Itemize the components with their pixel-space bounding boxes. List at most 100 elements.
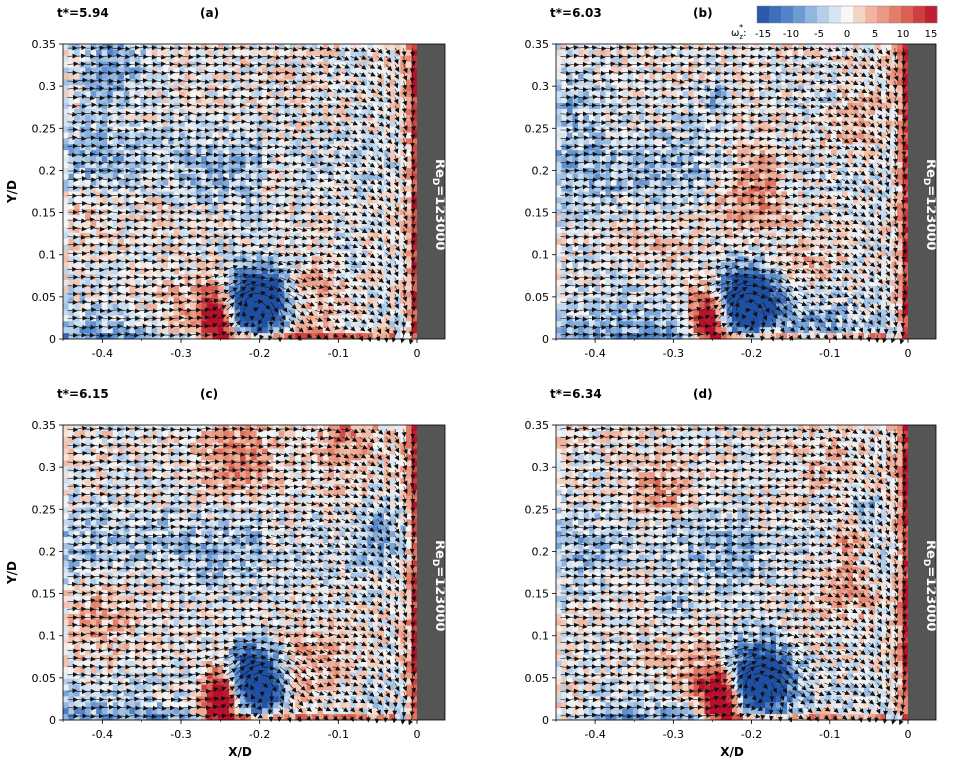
vorticity-cell	[168, 67, 175, 74]
y-tick-label: 0.35	[32, 38, 57, 51]
vorticity-cell	[405, 73, 412, 80]
vorticity-cell	[300, 185, 307, 192]
vorticity-cell	[228, 144, 235, 151]
vorticity-cell	[367, 244, 374, 251]
vorticity-cell	[184, 103, 191, 110]
vorticity-cell	[372, 309, 379, 316]
vorticity-cell	[273, 73, 280, 80]
vorticity-cell	[145, 285, 152, 293]
vorticity-cell	[339, 244, 346, 251]
vorticity-cell	[212, 262, 219, 269]
colorbar-swatch	[889, 6, 902, 23]
vorticity-cell	[328, 315, 335, 322]
vorticity-cell	[273, 309, 280, 316]
vorticity-cell	[68, 61, 75, 69]
vorticity-cell	[79, 114, 86, 122]
vorticity-cell	[168, 97, 175, 104]
vorticity-cell	[361, 297, 368, 305]
vorticity-cell	[190, 44, 197, 51]
vorticity-cell	[334, 285, 341, 293]
vorticity-cell	[151, 156, 158, 163]
vorticity-cell	[129, 144, 136, 151]
vorticity-cell	[633, 49, 639, 57]
vorticity-cell	[389, 132, 396, 139]
vorticity-cell	[112, 226, 119, 234]
vorticity-cell	[118, 126, 125, 133]
vorticity-cell	[234, 197, 241, 204]
vorticity-cell	[383, 203, 390, 210]
vorticity-cell	[184, 238, 191, 246]
vorticity-cell	[129, 108, 136, 116]
vorticity-cell	[891, 61, 898, 69]
vorticity-cell	[311, 250, 318, 257]
vorticity-cell	[306, 156, 313, 163]
vorticity-cell	[317, 91, 324, 98]
vorticity-cell	[339, 73, 346, 80]
vorticity-cell	[322, 315, 329, 322]
vorticity-cell	[334, 238, 341, 246]
vorticity-cell	[223, 73, 230, 80]
vorticity-cell	[345, 291, 352, 299]
vorticity-cell	[96, 150, 103, 157]
vorticity-cell	[278, 226, 285, 234]
vorticity-cell	[405, 327, 412, 334]
vorticity-cell	[90, 280, 97, 287]
vorticity-cell	[68, 97, 75, 104]
vorticity-cell	[405, 215, 412, 222]
vorticity-cell	[328, 203, 335, 210]
vorticity-cell	[184, 185, 191, 192]
vorticity-cell	[655, 49, 661, 57]
vorticity-cell	[367, 173, 374, 181]
vorticity-cell	[195, 256, 202, 263]
vorticity-cell	[400, 274, 407, 281]
vorticity-cell	[201, 44, 208, 51]
vorticity-cell	[223, 280, 230, 287]
vorticity-cell	[256, 274, 263, 281]
vorticity-cell	[256, 185, 263, 192]
vorticity-cell	[96, 114, 103, 122]
vorticity-cell	[129, 49, 136, 57]
vorticity-cell	[361, 97, 368, 104]
vorticity-cell	[267, 79, 274, 86]
vorticity-cell	[710, 49, 716, 57]
vorticity-cell	[289, 132, 296, 139]
vorticity-cell	[145, 327, 152, 334]
vorticity-cell	[157, 226, 164, 234]
vorticity-cell	[378, 197, 385, 204]
vorticity-cell	[600, 49, 606, 57]
vorticity-cell	[405, 309, 412, 316]
vorticity-cell	[212, 120, 219, 128]
vorticity-cell	[622, 67, 628, 74]
vorticity-cell	[378, 274, 385, 281]
vorticity-cell	[201, 333, 208, 340]
vorticity-cell	[251, 250, 258, 257]
vorticity-cell	[356, 61, 363, 69]
vorticity-cell	[322, 333, 329, 340]
vorticity-cell	[223, 44, 230, 51]
vorticity-cell	[134, 262, 141, 269]
vorticity-cell	[157, 73, 164, 80]
vorticity-cell	[273, 91, 280, 98]
vorticity-cell	[267, 321, 274, 328]
vorticity-cell	[356, 203, 363, 210]
vorticity-cell	[140, 285, 147, 293]
vorticity-cell	[134, 150, 141, 157]
vorticity-cell	[107, 55, 114, 63]
vorticity-cell	[803, 49, 810, 57]
vorticity-cell	[184, 73, 191, 80]
vorticity-cell	[190, 79, 197, 86]
vorticity-cell	[328, 73, 335, 80]
vorticity-cell	[157, 203, 164, 210]
vorticity-cell	[345, 221, 352, 228]
vorticity-cell	[262, 244, 269, 251]
vorticity-cell	[594, 49, 601, 57]
vorticity-cell	[101, 91, 108, 98]
vorticity-cell	[278, 238, 285, 246]
vorticity-cell	[173, 285, 180, 293]
vorticity-cell	[394, 150, 401, 157]
vorticity-cell	[195, 179, 202, 187]
vorticity-cell	[273, 285, 280, 293]
vorticity-cell	[356, 132, 363, 139]
vorticity-cell	[173, 291, 180, 299]
vorticity-cell	[556, 61, 562, 69]
